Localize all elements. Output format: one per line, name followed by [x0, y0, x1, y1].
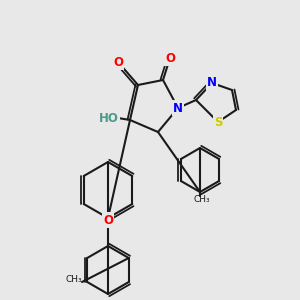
Text: CH₃: CH₃ [194, 194, 210, 203]
Text: O: O [113, 56, 123, 68]
Text: N: N [173, 101, 183, 115]
Text: O: O [103, 214, 113, 226]
Text: S: S [214, 116, 222, 128]
Text: HO: HO [99, 112, 119, 124]
Text: O: O [165, 52, 175, 64]
Text: N: N [207, 76, 217, 89]
Text: CH₃: CH₃ [66, 275, 82, 284]
